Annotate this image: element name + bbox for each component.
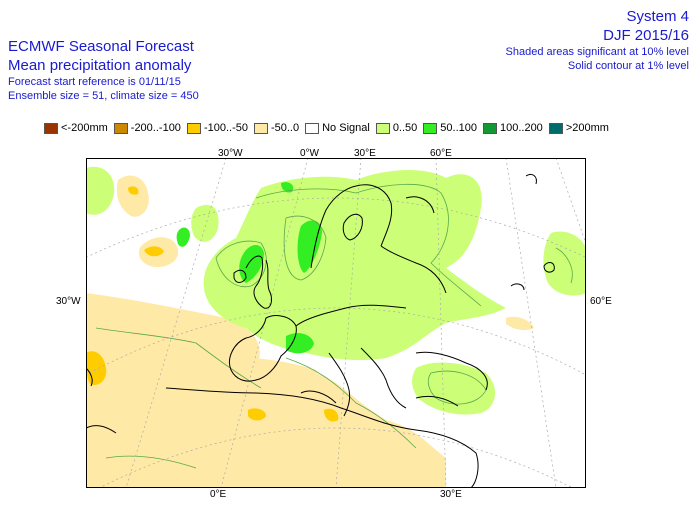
lon-label-bottom-30e: 30°E (440, 489, 462, 500)
strong-wet-core (297, 220, 322, 273)
legend-swatch (375, 122, 390, 134)
strong-dry-core (324, 408, 339, 422)
lon-label-top-60e: 60°E (430, 148, 452, 159)
legend-swatch (548, 122, 563, 134)
lon-label-top-30e: 30°E (354, 148, 376, 159)
legend-swatch (482, 122, 497, 134)
wet-anomaly-region (412, 362, 496, 415)
wet-anomaly-region (86, 166, 115, 215)
legend-item: 50..100 (423, 122, 477, 134)
forecast-start-text: Forecast start reference is 01/11/15 (8, 76, 181, 88)
strong-wet-core (286, 333, 314, 354)
wet-anomaly-region (203, 169, 506, 361)
legend-label: -100..-50 (203, 122, 248, 134)
legend-item: -100..-50 (186, 122, 248, 134)
legend-label: <-200mm (61, 122, 108, 134)
significance-contours (95, 183, 573, 469)
legend-item: No Signal (305, 122, 370, 134)
legend-label: 50..100 (440, 122, 477, 134)
map-frame (86, 158, 586, 488)
significance-10-text: Shaded areas significant at 10% level (505, 46, 689, 58)
legend-label: -200..-100 (130, 122, 181, 134)
system-label: System 4 (626, 8, 689, 25)
dry-anomaly-region (506, 316, 534, 331)
lat-label-right: 60°E (590, 296, 612, 307)
lat-label-left: 30°W (56, 296, 81, 307)
ensemble-size-text: Ensemble size = 51, climate size = 450 (8, 90, 199, 102)
legend-label: -50..0 (270, 122, 300, 134)
strong-dry-core (248, 408, 266, 421)
lon-label-bottom-0e: 0°E (210, 489, 227, 500)
strong-dry-core (144, 246, 164, 257)
season-label: DJF 2015/16 (603, 27, 689, 44)
legend-label: No Signal (322, 122, 370, 134)
lon-label-top-30w: 30°W (218, 148, 243, 159)
legend-swatch (253, 122, 268, 134)
dry-anomaly-region (116, 175, 149, 217)
dry-anomaly-region (204, 356, 320, 411)
legend-swatch (186, 122, 201, 134)
legend-label: 0..50 (392, 122, 418, 134)
wet-anomaly-region (191, 204, 219, 242)
legend-swatch (423, 122, 438, 134)
lon-label-top-0w: 0°W (300, 148, 319, 159)
legend: <-200mm -200..-100 -100..-50 -50..0 No S… (44, 120, 615, 136)
legend-item: >200mm (548, 122, 609, 134)
legend-label: 100..200 (499, 122, 543, 134)
legend-item: -200..-100 (113, 122, 181, 134)
legend-item: <-200mm (44, 122, 108, 134)
strong-wet-core (176, 227, 190, 247)
legend-label: >200mm (565, 122, 609, 134)
legend-item: -50..0 (253, 122, 300, 134)
legend-swatch (113, 122, 128, 134)
strong-wet-core (281, 182, 294, 193)
map-subtitle: Mean precipitation anomaly (8, 57, 192, 74)
precipitation-anomaly-map (86, 158, 586, 488)
wet-anomaly-region (543, 231, 586, 296)
coastlines (86, 173, 555, 488)
strong-dry-core (128, 186, 139, 195)
legend-swatch (44, 122, 58, 134)
legend-item: 0..50 (375, 122, 418, 134)
map-title: ECMWF Seasonal Forecast (8, 38, 194, 55)
legend-item: 100..200 (482, 122, 543, 134)
legend-swatch (305, 122, 320, 134)
significance-1-text: Solid contour at 1% level (567, 60, 689, 72)
strong-dry-core (86, 351, 107, 386)
